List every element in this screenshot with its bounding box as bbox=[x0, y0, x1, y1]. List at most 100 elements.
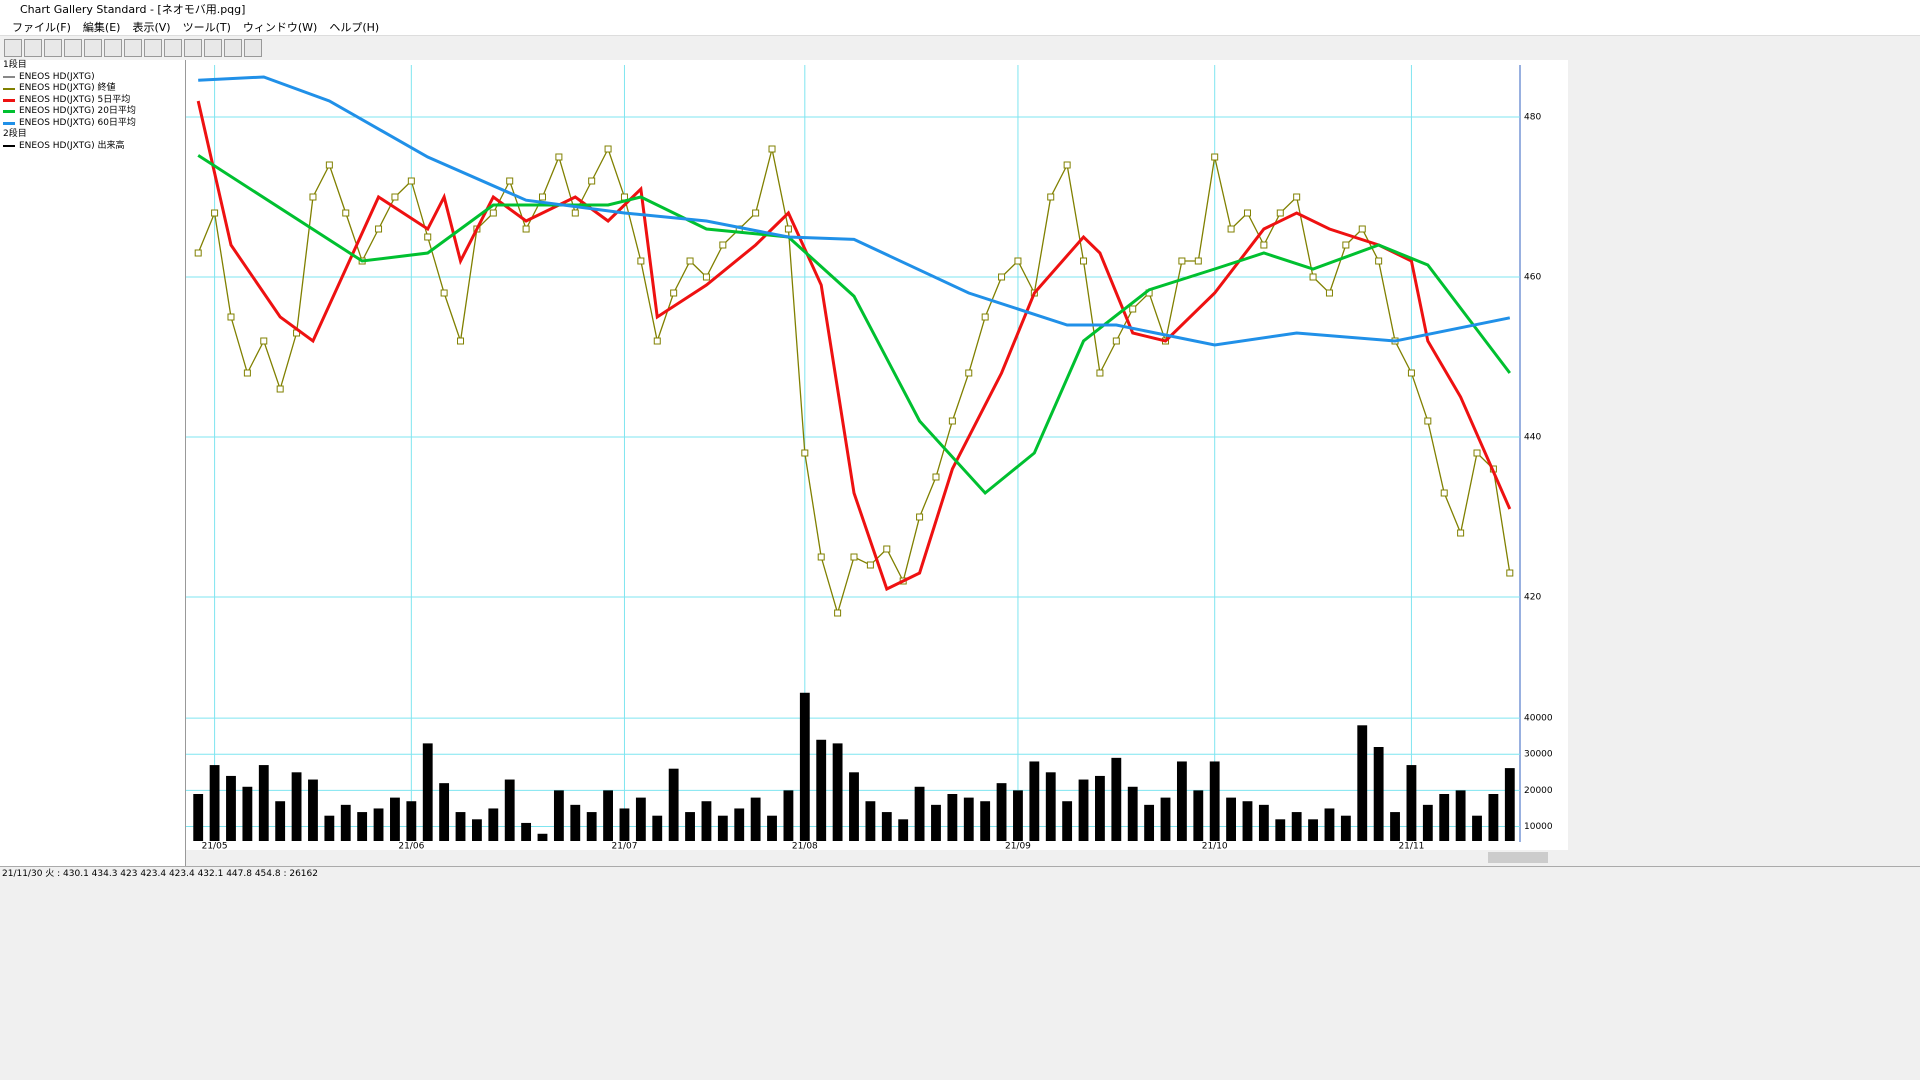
volume-bar bbox=[553, 790, 564, 841]
close-marker bbox=[817, 553, 825, 561]
y-tick-label: 420 bbox=[1524, 593, 1541, 603]
volume-bar bbox=[1209, 761, 1220, 841]
volume-bar bbox=[816, 739, 827, 841]
close-marker bbox=[211, 209, 219, 217]
legend-entry[interactable]: ENEOS HD(JXTG) 20日平均 bbox=[0, 106, 185, 118]
tool-button[interactable] bbox=[124, 39, 142, 57]
close-marker bbox=[1227, 225, 1235, 233]
volume-bar bbox=[1308, 819, 1318, 841]
close-marker bbox=[653, 337, 661, 345]
tool-button[interactable] bbox=[44, 39, 62, 57]
close-marker bbox=[719, 241, 727, 249]
close-marker bbox=[1112, 337, 1120, 345]
tool-button[interactable] bbox=[164, 39, 182, 57]
tool-button[interactable] bbox=[64, 39, 82, 57]
volume-bar bbox=[734, 808, 745, 841]
tool-button[interactable] bbox=[84, 39, 102, 57]
close-marker bbox=[1276, 209, 1284, 217]
close-marker bbox=[1440, 489, 1448, 497]
volume-bar bbox=[717, 815, 728, 841]
volume-bar bbox=[209, 765, 220, 841]
toolbar bbox=[0, 37, 1920, 59]
close-marker bbox=[1473, 449, 1481, 457]
volume-bar bbox=[1242, 801, 1253, 841]
close-marker bbox=[866, 561, 874, 569]
menu-item[interactable]: 表示(V) bbox=[132, 20, 171, 34]
close-marker bbox=[768, 145, 776, 153]
close-marker bbox=[1080, 257, 1088, 265]
legend-swatch bbox=[3, 145, 15, 148]
volume-bar bbox=[931, 804, 941, 841]
close-marker bbox=[424, 233, 432, 241]
volume-bar bbox=[1095, 775, 1105, 841]
volume-bar bbox=[521, 822, 532, 841]
tool-button[interactable] bbox=[144, 39, 162, 57]
close-marker bbox=[932, 473, 940, 481]
close-marker bbox=[1194, 257, 1202, 265]
close-marker bbox=[538, 193, 546, 201]
plot-area bbox=[186, 60, 1520, 850]
menu-item[interactable]: ツール(T) bbox=[182, 20, 231, 34]
close-marker bbox=[194, 249, 202, 257]
close-marker bbox=[686, 257, 694, 265]
close-marker bbox=[571, 209, 579, 217]
close-marker bbox=[457, 337, 465, 345]
volume-bar bbox=[783, 790, 794, 841]
close-marker bbox=[965, 369, 973, 377]
volume-bar bbox=[586, 812, 597, 841]
volume-bar bbox=[1111, 757, 1122, 841]
volume-bar bbox=[488, 808, 499, 841]
volume-bar bbox=[635, 797, 646, 841]
close-marker bbox=[1293, 193, 1301, 201]
tool-button[interactable] bbox=[184, 39, 202, 57]
tool-button[interactable] bbox=[224, 39, 242, 57]
tool-button[interactable] bbox=[4, 39, 22, 57]
menu-item[interactable]: ウィンドウ(W) bbox=[242, 20, 318, 34]
legend-entry[interactable]: ENEOS HD(JXTG) 5日平均 bbox=[0, 95, 185, 107]
close-marker bbox=[637, 257, 645, 265]
volume-bar bbox=[947, 794, 958, 841]
legend-text: ENEOS HD(JXTG) 20日平均 bbox=[19, 106, 136, 116]
legend-entry[interactable]: ENEOS HD(JXTG) bbox=[0, 72, 185, 84]
volume-bar bbox=[1078, 779, 1089, 841]
tool-button[interactable] bbox=[104, 39, 122, 57]
tool-button[interactable] bbox=[244, 39, 262, 57]
x-tick-label: 21/11 bbox=[1398, 842, 1424, 852]
volume-bar bbox=[1472, 815, 1482, 841]
scrollbar[interactable] bbox=[186, 851, 1568, 865]
volume-bar bbox=[701, 801, 712, 841]
close-marker bbox=[1178, 257, 1186, 265]
legend-text: ENEOS HD(JXTG) bbox=[19, 71, 95, 82]
volume-bar bbox=[1406, 765, 1417, 841]
volume-bar bbox=[1291, 812, 1302, 841]
volume-bar bbox=[570, 804, 581, 841]
volume-bar bbox=[767, 815, 777, 841]
legend-swatch bbox=[3, 98, 15, 102]
legend-entry[interactable]: ENEOS HD(JXTG) 60日平均 bbox=[0, 118, 185, 130]
volume-bar bbox=[1127, 786, 1138, 841]
volume-bar bbox=[980, 801, 991, 841]
volume-bar bbox=[308, 779, 318, 841]
close-marker bbox=[981, 313, 989, 321]
menu-item[interactable]: ファイル(F) bbox=[12, 20, 71, 34]
x-tick-label: 21/10 bbox=[1202, 842, 1228, 852]
y-tick-label: 440 bbox=[1524, 433, 1541, 443]
scroll-thumb[interactable] bbox=[1488, 852, 1548, 863]
close-marker bbox=[489, 209, 497, 217]
volume-bar bbox=[406, 801, 417, 841]
volume-bar bbox=[1340, 815, 1351, 841]
tool-button[interactable] bbox=[204, 39, 222, 57]
menu-item[interactable]: 編集(E) bbox=[82, 20, 121, 34]
tool-button[interactable] bbox=[24, 39, 42, 57]
close-marker bbox=[1260, 241, 1268, 249]
legend-entry[interactable]: ENEOS HD(JXTG) 出来高 bbox=[0, 141, 185, 153]
volume-bar bbox=[242, 786, 253, 841]
legend-entry[interactable]: ENEOS HD(JXTG) 終値 bbox=[0, 83, 185, 95]
volume-bar bbox=[1275, 819, 1286, 841]
menu-item[interactable]: ヘルプ(H) bbox=[329, 20, 380, 34]
volume-bar bbox=[849, 772, 859, 841]
volume-bar bbox=[390, 797, 400, 841]
close-marker bbox=[752, 209, 760, 217]
volume-bar bbox=[1422, 804, 1433, 841]
volume-bar bbox=[1176, 761, 1187, 841]
